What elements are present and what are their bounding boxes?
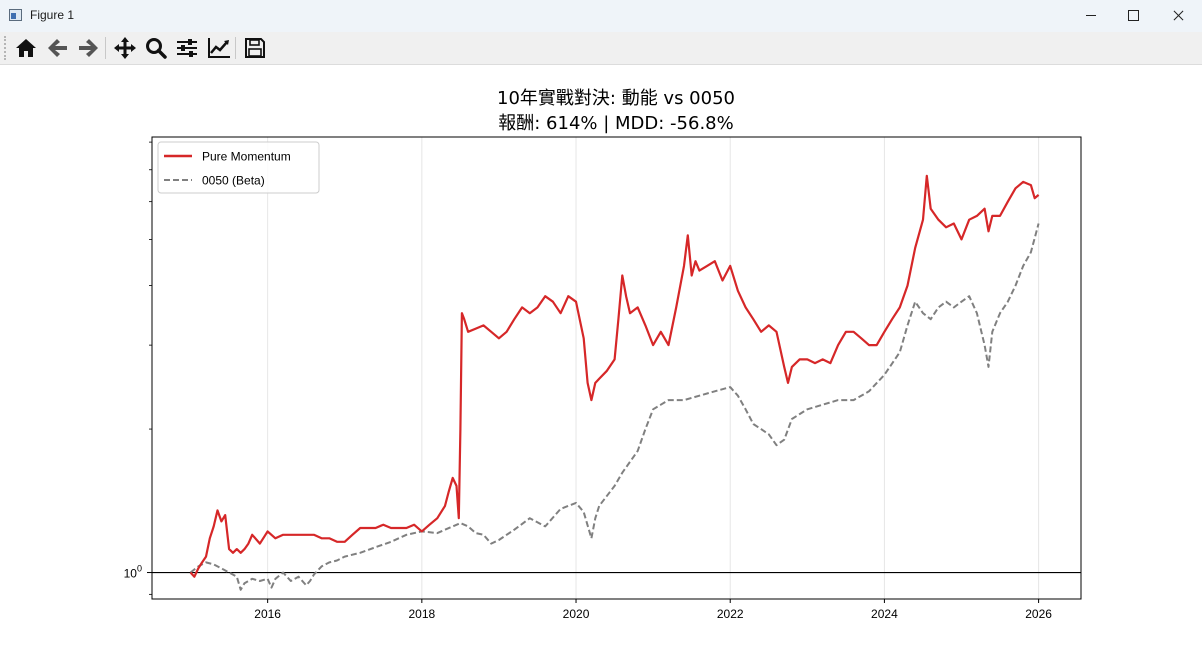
legend: Pure Momentum 0050 (Beta) xyxy=(157,141,320,194)
forward-arrow-icon[interactable] xyxy=(74,36,100,60)
back-arrow-icon[interactable] xyxy=(44,36,70,60)
chart-subtitle: 報酬: 614% | MDD: -56.8% xyxy=(498,113,733,134)
y-axis: 100 xyxy=(124,141,152,595)
series-line-0050-beta xyxy=(189,223,1040,591)
gridlines xyxy=(267,137,1040,599)
zoom-icon[interactable] xyxy=(142,36,168,60)
close-icon[interactable] xyxy=(1155,0,1201,32)
toolbar-grip[interactable] xyxy=(4,36,8,60)
navigation-toolbar xyxy=(0,32,1202,65)
x-tick-label: 2016 xyxy=(254,607,281,621)
momentum-chart[interactable]: 10年實戰對決: 動能 vs 0050 報酬: 614% | MDD: -56.… xyxy=(0,65,1202,666)
pan-icon[interactable] xyxy=(111,36,137,60)
edit-axis-icon[interactable] xyxy=(205,36,231,60)
save-icon[interactable] xyxy=(241,36,267,60)
series-layer xyxy=(189,174,1040,591)
x-tick-label: 2018 xyxy=(408,607,435,621)
chart-title: 10年實戰對決: 動能 vs 0050 xyxy=(497,88,735,109)
plot-frame xyxy=(151,136,1082,600)
x-axis: 2016 2018 2020 2022 2024 2026 xyxy=(254,599,1052,621)
x-tick-label: 2022 xyxy=(717,607,744,621)
x-tick-label: 2020 xyxy=(563,607,590,621)
series-line-pure-momentum xyxy=(189,174,1040,578)
window-title: Figure 1 xyxy=(30,8,75,22)
toolbar-separator xyxy=(235,37,236,59)
maximize-icon[interactable] xyxy=(1110,0,1156,32)
figure-app-icon xyxy=(9,9,22,21)
legend-label-pure-momentum: Pure Momentum xyxy=(202,150,291,164)
x-tick-label: 2024 xyxy=(871,607,898,621)
x-tick-label: 2026 xyxy=(1025,607,1052,621)
legend-label-0050-beta: 0050 (Beta) xyxy=(202,174,265,188)
home-icon[interactable] xyxy=(12,36,38,60)
y-tick-label: 100 xyxy=(124,564,142,581)
configure-subplots-icon[interactable] xyxy=(173,36,199,60)
minimize-icon[interactable] xyxy=(1068,0,1114,32)
toolbar-separator xyxy=(105,37,106,59)
title-bar[interactable]: Figure 1 xyxy=(0,0,1202,32)
